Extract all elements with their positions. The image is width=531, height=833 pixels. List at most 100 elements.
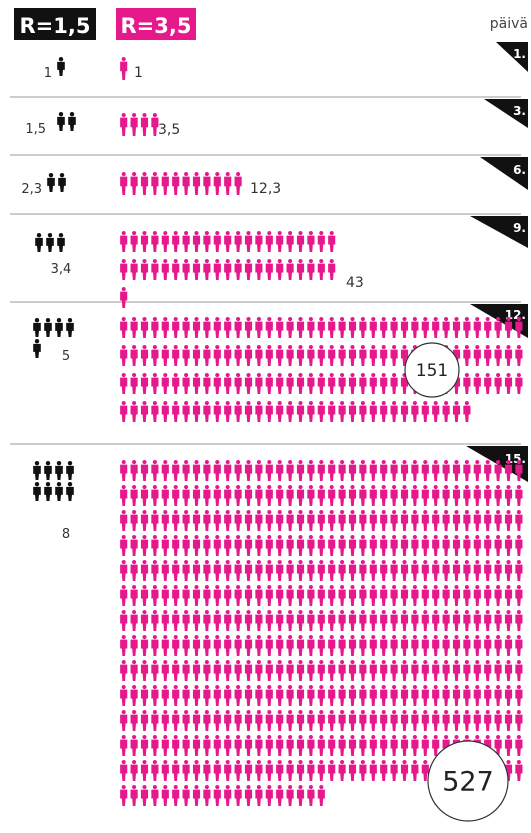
pink-person-icon — [255, 231, 263, 252]
day-marker — [470, 216, 528, 248]
pink-person-icon — [276, 635, 284, 656]
pink-person-icon — [359, 735, 367, 756]
pink-person-icon — [484, 635, 492, 656]
pink-person-icon — [213, 635, 221, 656]
pink-person-icon — [213, 460, 221, 481]
pink-person-icon — [369, 635, 377, 656]
pink-person-icon — [317, 460, 325, 481]
pink-person-icon — [380, 460, 388, 481]
pink-person-icon — [286, 401, 294, 422]
pink-person-icon — [172, 560, 180, 581]
legend-label-r15: R=1,5 — [20, 14, 91, 38]
pink-person-icon — [286, 317, 294, 338]
pink-person-icon — [515, 373, 523, 394]
pink-person-icon — [255, 685, 263, 706]
pink-person-icon — [432, 660, 440, 681]
pink-person-icon — [234, 401, 242, 422]
pink-person-icon — [161, 231, 169, 252]
pink-person-icon — [317, 259, 325, 280]
pink-person-icon — [473, 373, 481, 394]
pink-person-icon — [452, 401, 461, 422]
pink-person-icon — [120, 710, 128, 731]
pink-person-icon — [348, 510, 357, 531]
pink-person-icon — [234, 317, 242, 338]
day-marker — [484, 99, 528, 128]
pink-person-icon — [213, 231, 221, 252]
pink-person-icon — [307, 510, 315, 531]
pink-person-icon — [276, 660, 284, 681]
pink-person-icon — [400, 401, 409, 422]
pink-person-icon — [484, 345, 492, 366]
pink-person-icon — [151, 485, 159, 506]
pink-person-icon — [317, 685, 325, 706]
pink-person-icon — [463, 345, 471, 366]
pink-person-icon — [504, 735, 513, 756]
pink-person-icon — [400, 560, 409, 581]
pink-person-icon — [286, 259, 294, 280]
pink-person-icon — [234, 560, 242, 581]
pink-person-icon — [192, 735, 201, 756]
pink-person-icon — [307, 259, 315, 280]
pink-person-icon — [161, 635, 169, 656]
pink-person-icon — [203, 735, 211, 756]
pink-person-icon — [515, 735, 523, 756]
pink-person-icon — [224, 317, 232, 338]
pink-person-icon — [515, 485, 523, 506]
pink-person-icon — [276, 735, 284, 756]
pink-person-icon — [234, 510, 242, 531]
pink-person-icon — [369, 345, 377, 366]
pink-person-icon — [463, 317, 471, 338]
pink-person-icon — [317, 660, 325, 681]
low-value-label: 8 — [62, 527, 70, 542]
pink-person-icon — [244, 760, 253, 781]
pink-person-icon — [276, 317, 284, 338]
pink-person-icon — [286, 585, 294, 606]
pink-person-icon — [151, 373, 159, 394]
pink-person-icon — [192, 610, 201, 631]
pink-person-icon — [484, 373, 492, 394]
pink-person-icon — [276, 685, 284, 706]
pink-person-icon — [328, 535, 336, 556]
pink-person-icon — [151, 710, 159, 731]
pink-person-icon — [213, 485, 221, 506]
pink-person-icon — [494, 660, 502, 681]
pink-person-icon — [286, 485, 294, 506]
pink-person-icon — [182, 585, 190, 606]
pink-person-icon — [140, 760, 149, 781]
legend-label-r35: R=3,5 — [121, 14, 192, 38]
pink-person-icon — [338, 585, 346, 606]
pink-person-icon — [130, 510, 138, 531]
pink-person-icon — [317, 317, 325, 338]
pink-person-icon — [442, 401, 450, 422]
pink-person-icon — [130, 710, 138, 731]
pink-person-icon — [151, 460, 159, 481]
pink-person-icon — [473, 635, 481, 656]
pink-person-icon — [182, 535, 190, 556]
pink-person-icon — [234, 535, 242, 556]
pink-person-icon — [276, 560, 284, 581]
low-value-label: 2,3 — [21, 182, 42, 197]
pink-person-icon — [411, 710, 419, 731]
pink-person-icon — [473, 685, 481, 706]
pink-person-icon — [265, 401, 273, 422]
pink-person-icon — [473, 460, 481, 481]
pink-person-icon — [140, 113, 149, 136]
pink-person-icon — [307, 635, 315, 656]
pink-person-icon — [244, 373, 253, 394]
pink-person-icon — [276, 785, 284, 806]
pink-person-icon — [380, 660, 388, 681]
pink-person-icon — [504, 535, 513, 556]
pink-person-icon — [151, 401, 159, 422]
pink-person-icon — [161, 485, 169, 506]
pink-person-icon — [421, 510, 429, 531]
pink-person-icon — [317, 345, 325, 366]
pink-person-icon — [442, 317, 450, 338]
pink-person-icon — [307, 610, 315, 631]
pink-person-icon — [338, 373, 346, 394]
pink-person-icon — [494, 685, 502, 706]
pink-person-icon — [140, 735, 149, 756]
pink-person-icon — [421, 685, 429, 706]
pink-person-icon — [203, 172, 211, 195]
pink-person-icon — [390, 485, 398, 506]
pink-person-icon — [359, 373, 367, 394]
